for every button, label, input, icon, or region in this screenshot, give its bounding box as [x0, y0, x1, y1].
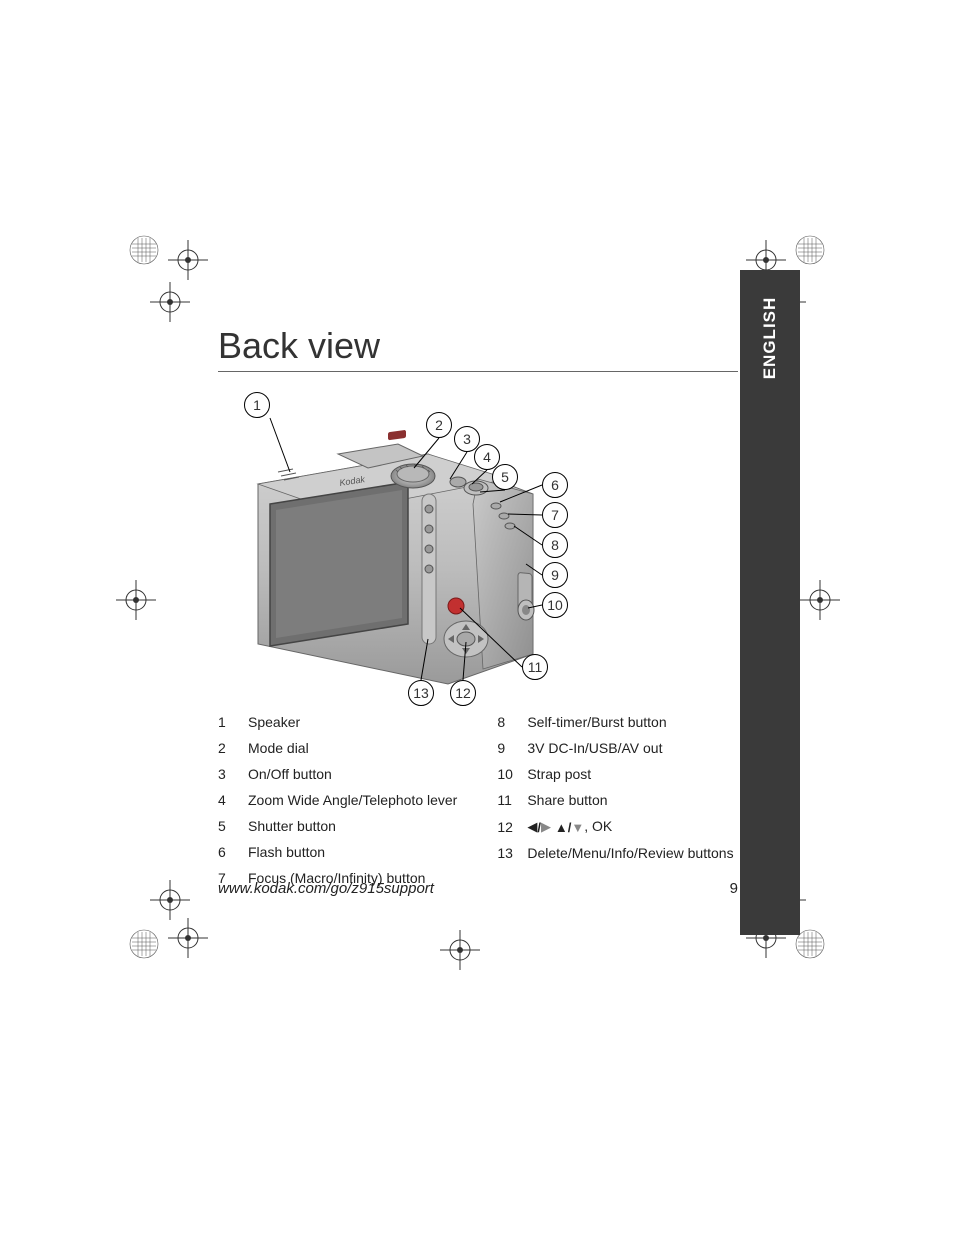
- legend-label: Share button: [527, 792, 607, 808]
- regmark-cross: [116, 580, 156, 620]
- callout-5: 5: [492, 464, 518, 490]
- regmark-cross: [150, 880, 190, 920]
- legend-num: 10: [497, 766, 515, 782]
- legend-num: 5: [218, 818, 236, 834]
- title-rule: [218, 371, 738, 372]
- language-tab-label: ENGLISH: [760, 297, 780, 380]
- legend-label: ◀/▶ ▲/▼, OK: [527, 818, 612, 835]
- callout-2: 2: [426, 412, 452, 438]
- callout-8: 8: [542, 532, 568, 558]
- legend-row: 8 Self-timer/Burst button: [497, 714, 733, 730]
- regmark-cross: [440, 930, 480, 970]
- legend-num: 4: [218, 792, 236, 808]
- left-arrow-icon: ◀: [527, 819, 537, 835]
- legend-num: 8: [497, 714, 515, 730]
- page-number: 9: [730, 880, 738, 897]
- legend-row: 6 Flash button: [218, 844, 457, 860]
- regmark-hatched: [124, 924, 164, 964]
- legend-num: 13: [497, 845, 515, 861]
- manual-page: ENGLISH Back view: [0, 0, 954, 1235]
- legend-row: 11 Share button: [497, 792, 733, 808]
- legend-right: 8 Self-timer/Burst button 9 3V DC-In/USB/AV…: [497, 714, 733, 886]
- legend-num: 11: [497, 792, 515, 808]
- regmark-cross: [168, 240, 208, 280]
- page-footer: www.kodak.com/go/z915support 9: [218, 880, 738, 897]
- callout-1: 1: [244, 392, 270, 418]
- regmark-cross: [150, 282, 190, 322]
- callout-11: 11: [522, 654, 548, 680]
- down-arrow-icon: ▼: [571, 820, 584, 835]
- legend-label: Speaker: [248, 714, 300, 730]
- right-arrow-icon: ▶: [541, 819, 551, 835]
- legend-row: 9 3V DC-In/USB/AV out: [497, 740, 733, 756]
- legend-row: 5 Shutter button: [218, 818, 457, 834]
- up-arrow-icon: ▲: [555, 820, 568, 835]
- legend-num: 6: [218, 844, 236, 860]
- legend-label: Zoom Wide Angle/Telephoto lever: [248, 792, 457, 808]
- legend-row: 2 Mode dial: [218, 740, 457, 756]
- regmark-hatched: [790, 230, 830, 270]
- legend-label: Shutter button: [248, 818, 336, 834]
- callout-10: 10: [542, 592, 568, 618]
- callout-13: 13: [408, 680, 434, 706]
- legend-num: 9: [497, 740, 515, 756]
- content: Back view: [218, 325, 738, 886]
- callout-7: 7: [542, 502, 568, 528]
- legend-label: 3V DC-In/USB/AV out: [527, 740, 662, 756]
- camera-diagram: Kodak: [228, 384, 588, 704]
- footer-url: www.kodak.com/go/z915support: [218, 880, 434, 897]
- language-tab: ENGLISH: [740, 270, 800, 935]
- legend-label: Mode dial: [248, 740, 309, 756]
- legend-num: 3: [218, 766, 236, 782]
- regmark-cross: [800, 580, 840, 620]
- legend-label: Self-timer/Burst button: [527, 714, 666, 730]
- legend-row: 10 Strap post: [497, 766, 733, 782]
- legend-left: 1 Speaker 2 Mode dial 3 On/Off button 4 Zoom Wi…: [218, 714, 457, 886]
- regmark-hatched: [124, 230, 164, 270]
- legend-num: 1: [218, 714, 236, 730]
- legend-label: On/Off button: [248, 766, 332, 782]
- legend-row: 12 ◀/▶ ▲/▼, OK: [497, 818, 733, 835]
- callout-6: 6: [542, 472, 568, 498]
- ok-text: , OK: [584, 818, 612, 834]
- legend-num: 12: [497, 819, 515, 835]
- regmark-cross: [168, 918, 208, 958]
- legend-row: 3 On/Off button: [218, 766, 457, 782]
- legend-label: Strap post: [527, 766, 591, 782]
- callout-9: 9: [542, 562, 568, 588]
- legend-row: 13 Delete/Menu/Info/Review buttons: [497, 845, 733, 861]
- legend-row: 1 Speaker: [218, 714, 457, 730]
- legend: 1 Speaker 2 Mode dial 3 On/Off button 4 Zoom Wi…: [218, 714, 738, 886]
- legend-label: Delete/Menu/Info/Review buttons: [527, 845, 733, 861]
- legend-label: Flash button: [248, 844, 325, 860]
- legend-num: 2: [218, 740, 236, 756]
- callout-12: 12: [450, 680, 476, 706]
- page-title: Back view: [218, 325, 738, 367]
- legend-row: 4 Zoom Wide Angle/Telephoto lever: [218, 792, 457, 808]
